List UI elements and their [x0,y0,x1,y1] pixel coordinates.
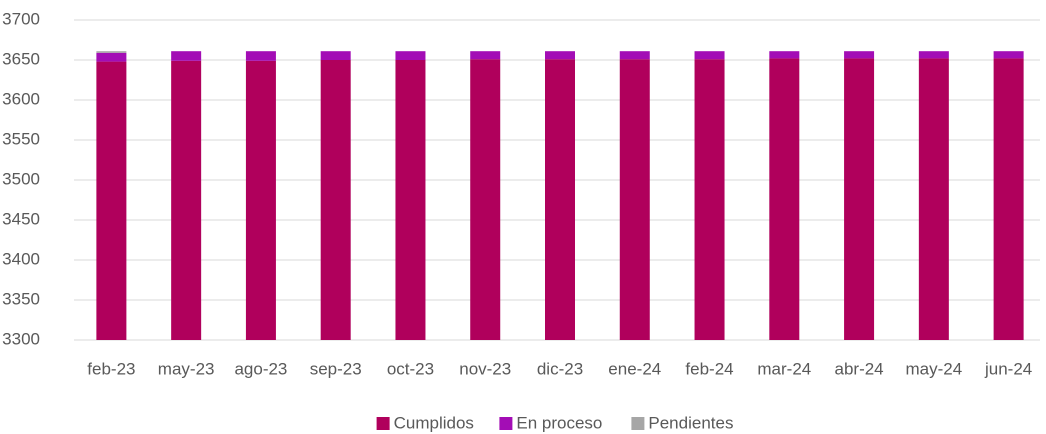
bar-segment [395,60,426,340]
legend-label: En proceso [516,413,602,432]
legend-label: Cumplidos [394,413,474,432]
x-tick-label: feb-23 [87,359,135,378]
bar-segment [470,51,501,60]
bar-segment [619,51,650,60]
x-tick-label: oct-23 [387,359,434,378]
bar-segment [245,60,276,341]
x-tick-label: mar-24 [757,359,811,378]
y-tick-label: 3350 [2,289,40,308]
bar-segment [769,58,800,341]
legend-swatch [376,417,390,430]
y-tick-label: 3400 [2,249,40,268]
y-tick-label: 3550 [2,129,40,148]
bar-segment [918,58,949,341]
x-tick-label: feb-24 [685,359,733,378]
bar-segment [395,51,426,60]
y-tick-label: 3450 [2,209,40,228]
bar-segment [96,51,127,53]
bar-segment [171,60,202,341]
bar-segment [545,51,575,60]
y-tick-label: 3600 [2,89,40,108]
bar-segment [918,51,949,59]
bar-segment [171,51,202,61]
bar-segment [619,59,650,340]
bar-segment [470,59,501,340]
bar-segment [844,58,875,341]
bar-segment [993,58,1024,341]
y-tick-label: 3700 [2,9,40,28]
x-tick-label: may-23 [158,359,215,378]
x-tick-label: ago-23 [234,359,287,378]
x-tick-label: may-24 [906,359,963,378]
x-tick-label: ene-24 [608,359,661,378]
x-tick-label: dic-23 [537,359,583,378]
bar-segment [545,59,575,340]
bar-segment [694,51,725,60]
bar-segment [694,59,725,340]
y-tick-label: 3500 [2,169,40,188]
legend-label: Pendientes [648,413,733,432]
bar-segment [96,61,127,340]
legend-swatch [499,417,513,430]
x-tick-label: jun-24 [984,359,1032,378]
bar-segment [320,51,351,60]
x-tick-label: sep-23 [310,359,362,378]
y-tick-label: 3300 [2,329,40,348]
bar-segment [769,51,800,59]
bar-segment [844,51,875,59]
x-tick-label: abr-24 [835,359,884,378]
x-tick-label: nov-23 [459,359,511,378]
legend-swatch [631,417,645,430]
bar-segment [320,60,351,340]
bar-segment [245,51,276,61]
y-tick-label: 3650 [2,49,40,68]
bar-segment [993,51,1024,59]
bar-segment [96,52,127,62]
